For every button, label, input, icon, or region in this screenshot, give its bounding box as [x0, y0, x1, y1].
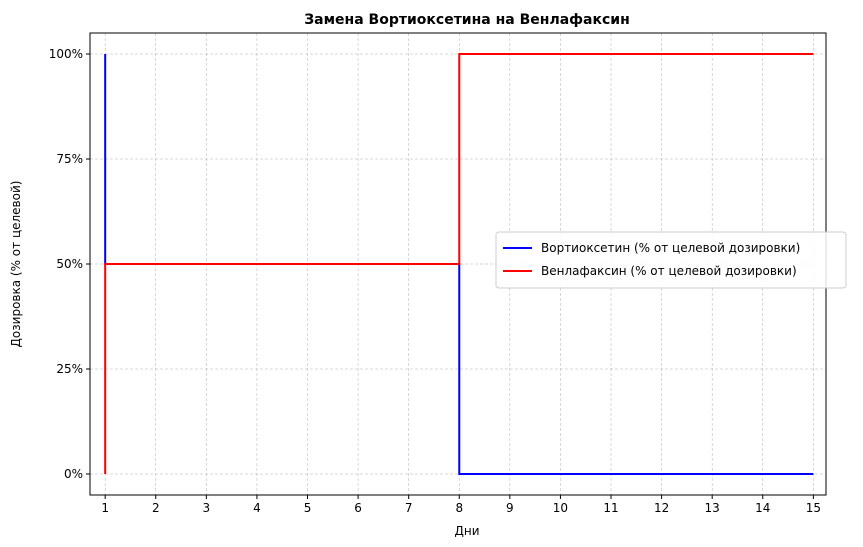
- legend-label-venlafaxine: Венлафаксин (% от целевой дозировки): [541, 264, 797, 278]
- y-tick-label: 0%: [64, 467, 83, 481]
- y-tick-label: 100%: [49, 47, 83, 61]
- x-tick-label: 6: [354, 501, 362, 515]
- y-axis-label: Дозировка (% от целевой): [9, 181, 23, 348]
- x-axis-label: Дни: [454, 524, 479, 538]
- x-tick-label: 1: [101, 501, 109, 515]
- x-tick-label: 15: [806, 501, 821, 515]
- x-tick-label: 10: [553, 501, 568, 515]
- y-tick-label: 75%: [56, 152, 83, 166]
- series-line-venlafaxine: [104, 53, 814, 474]
- legend: Вортиоксетин (% от целевой дозировки) Ве…: [495, 231, 847, 289]
- x-tick-label: 9: [506, 501, 514, 515]
- x-axis-ticks: 1 2 3 4 5 6 7 8 9 10 11 12 13 14 15: [101, 495, 821, 515]
- x-tick-label: 8: [455, 501, 463, 515]
- y-tick-label: 25%: [56, 362, 83, 376]
- x-tick-label: 13: [705, 501, 720, 515]
- x-tick-label: 4: [253, 501, 261, 515]
- x-tick-label: 5: [304, 501, 312, 515]
- series-layer: [104, 53, 814, 475]
- x-tick-label: 3: [203, 501, 211, 515]
- y-axis-ticks: 0% 25% 50% 75% 100%: [49, 47, 90, 481]
- legend-box: [495, 231, 847, 289]
- x-tick-label: 2: [152, 501, 160, 515]
- y-tick-label: 50%: [56, 257, 83, 271]
- x-tick-label: 14: [755, 501, 770, 515]
- x-tick-label: 7: [405, 501, 413, 515]
- legend-label-vortioxetine: Вортиоксетин (% от целевой дозировки): [541, 241, 800, 255]
- chart-title: Замена Вортиоксетина на Венлафаксин: [304, 12, 630, 28]
- x-tick-label: 11: [603, 501, 618, 515]
- x-tick-label: 12: [654, 501, 669, 515]
